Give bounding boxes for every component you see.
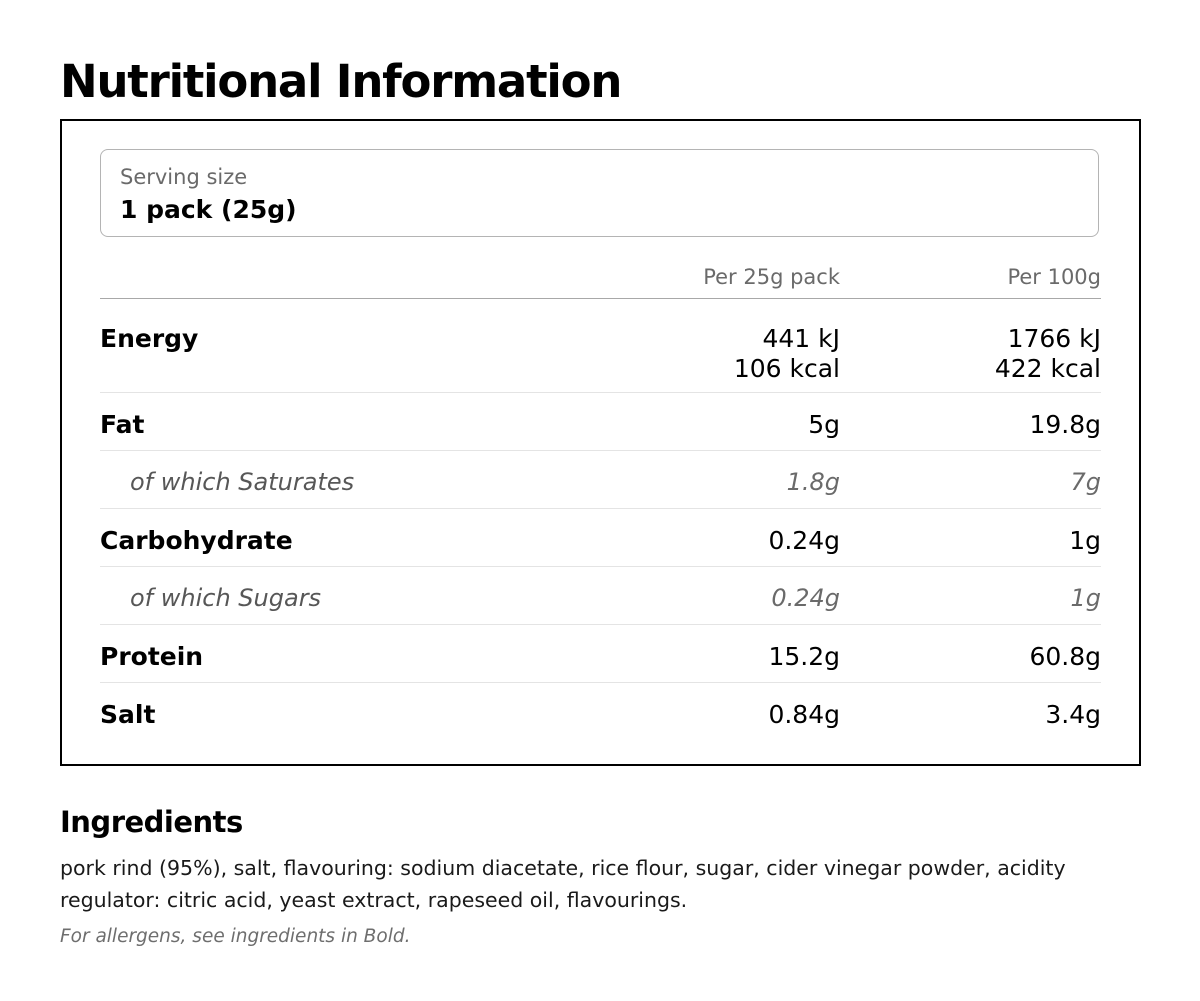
serving-size-card: Serving size 1 pack (25g) — [100, 149, 1099, 237]
table-row-protein: Protein 15.2g 60.8g — [100, 625, 1101, 683]
table-header: Per 25g pack Per 100g — [100, 261, 1101, 299]
energy-kj-per-100g: 1766 kJ — [1007, 324, 1101, 353]
serving-size-label: Serving size — [120, 165, 248, 189]
energy-kcal-per-pack: 106 kcal — [733, 354, 840, 383]
value-per-pack: 5g — [808, 410, 840, 439]
page-title: Nutritional Information — [60, 55, 622, 108]
row-label: Energy — [100, 324, 199, 353]
energy-kcal-per-100g: 422 kcal — [994, 354, 1101, 383]
allergen-note: For allergens, see ingredients in Bold. — [60, 926, 411, 947]
serving-size-value: 1 pack (25g) — [120, 195, 297, 224]
value-per-pack: 0.24g — [768, 526, 840, 555]
value-per-pack: 15.2g — [768, 642, 840, 671]
ingredients-list: pork rind (95%), salt, flavouring: sodiu… — [60, 856, 1066, 912]
value-per-pack: 0.84g — [768, 700, 840, 729]
energy-kj-per-pack: 441 kJ — [762, 324, 840, 353]
value-per-100g: 60.8g — [1029, 642, 1101, 671]
value-per-100g: 1766 kJ 422 kcal — [995, 324, 1101, 384]
table-row-saturates: of which Saturates 1.8g 7g — [100, 451, 1101, 509]
column-header-per-100g: Per 100g — [1007, 265, 1101, 289]
row-label: Salt — [100, 700, 156, 729]
row-label: Protein — [100, 642, 204, 671]
row-label: of which Saturates — [130, 468, 355, 496]
value-per-100g: 1g — [1070, 584, 1101, 612]
nutrition-table: Per 25g pack Per 100g Energy 441 kJ 106 … — [100, 261, 1101, 740]
nutrition-panel: Serving size 1 pack (25g) Per 25g pack P… — [60, 119, 1141, 766]
column-header-per-pack: Per 25g pack — [703, 265, 840, 289]
table-row-fat: Fat 5g 19.8g — [100, 393, 1101, 451]
value-per-100g: 7g — [1070, 468, 1101, 496]
value-per-pack: 0.24g — [771, 584, 840, 612]
table-row-carbohydrate: Carbohydrate 0.24g 1g — [100, 509, 1101, 567]
value-per-pack: 1.8g — [786, 468, 840, 496]
row-label: Carbohydrate — [100, 526, 293, 555]
table-row-sugars: of which Sugars 0.24g 1g — [100, 567, 1101, 625]
value-per-pack: 441 kJ 106 kcal — [734, 324, 840, 384]
table-row-energy: Energy 441 kJ 106 kcal 1766 kJ 422 kcal — [100, 299, 1101, 393]
value-per-100g: 19.8g — [1029, 410, 1101, 439]
value-per-100g: 1g — [1069, 526, 1101, 555]
ingredients-heading: Ingredients — [60, 805, 243, 839]
row-label: of which Sugars — [130, 584, 322, 612]
table-row-salt: Salt 0.84g 3.4g — [100, 683, 1101, 740]
value-per-100g: 3.4g — [1045, 700, 1101, 729]
row-label: Fat — [100, 410, 145, 439]
